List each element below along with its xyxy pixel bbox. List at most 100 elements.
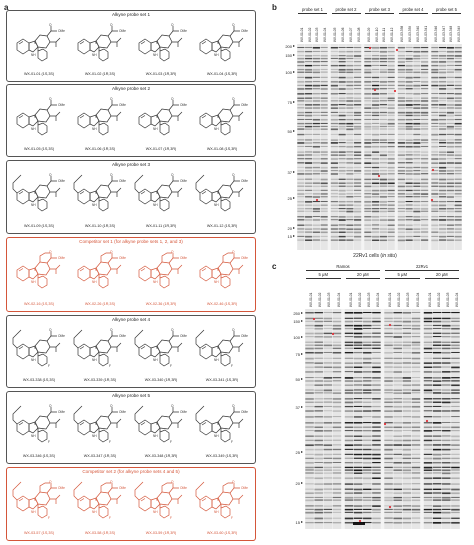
gel-band	[312, 111, 320, 113]
gel-band	[372, 142, 380, 144]
gel-band	[323, 462, 333, 464]
gel-band	[405, 151, 413, 153]
gel-band	[387, 84, 395, 86]
gel-band	[354, 145, 362, 148]
compound-label: WX-01-12 (1S,3R)	[206, 224, 238, 228]
gel-band	[454, 93, 462, 95]
gel-band	[384, 312, 393, 314]
gel-band	[421, 145, 429, 148]
probe-set-bracket	[432, 13, 461, 14]
mw-marker-label: 37	[295, 404, 300, 410]
marker-star	[430, 198, 434, 202]
gel-band	[312, 193, 320, 195]
gel-band	[305, 416, 314, 418]
gel-band	[402, 371, 412, 373]
gel-band	[372, 145, 380, 148]
lane-label: WX-01-01	[388, 292, 393, 307]
gel-band	[421, 111, 429, 114]
gel-band	[439, 100, 447, 102]
gel-band	[387, 93, 395, 95]
gel-band	[379, 61, 387, 63]
gel-band	[372, 133, 380, 136]
gel-band	[354, 61, 362, 63]
gel-band	[439, 55, 447, 57]
gel-band	[346, 84, 354, 87]
gel-band	[432, 448, 442, 451]
f-label: F	[48, 440, 50, 444]
gel-band	[451, 405, 460, 407]
gel-band	[413, 208, 421, 210]
gel-band	[402, 483, 412, 485]
gel-band	[323, 477, 333, 479]
gel-band	[354, 84, 362, 86]
gel-band	[454, 107, 462, 109]
gel-band	[354, 93, 362, 95]
gel-band	[297, 93, 305, 95]
concentration-label: 20 μM	[356, 272, 369, 277]
gel-band	[320, 228, 328, 230]
gel-band	[423, 351, 433, 353]
gel-band	[393, 472, 402, 474]
gel-band	[354, 182, 362, 184]
compound-label: WX-01-04 (1S,3R)	[206, 72, 238, 76]
o-label: O	[171, 173, 174, 177]
gel-band	[314, 410, 323, 412]
gel-band	[305, 505, 314, 507]
gel-band	[346, 228, 354, 231]
mw-marker-label: 75	[287, 99, 292, 105]
gel-band	[405, 57, 413, 60]
gel-band	[421, 189, 429, 191]
gel-band	[411, 430, 421, 432]
gel-band	[432, 405, 442, 407]
gel-band	[442, 499, 451, 501]
lane-label: WX-03-339	[408, 25, 413, 42]
gel-band	[454, 185, 462, 188]
gel-band	[320, 235, 328, 237]
gel-band	[393, 499, 402, 501]
gel-band	[332, 405, 342, 408]
gel-band	[411, 366, 421, 368]
gel-band	[439, 139, 447, 142]
n-label: N	[156, 191, 159, 195]
mw-marker-arrow	[293, 234, 295, 237]
gel-band	[323, 469, 333, 471]
gel-band	[305, 472, 314, 474]
gel-band	[413, 81, 421, 83]
gel-band	[363, 439, 372, 441]
gel-band	[314, 521, 323, 524]
f-label: F	[231, 516, 233, 520]
gel-band	[387, 224, 395, 227]
gel-band	[305, 193, 313, 195]
probe-set-box: Alkyne probe set 5 OMe NH N O F WX-03-346 (1S,…	[6, 391, 256, 464]
gel-band	[372, 472, 381, 474]
lane-label: WX-01-01	[427, 292, 432, 307]
gel-band	[312, 139, 320, 141]
gel-band	[451, 324, 460, 327]
gel-band	[442, 511, 451, 514]
gel-band	[432, 469, 442, 471]
gel-band	[338, 68, 346, 71]
gel-band	[405, 208, 413, 210]
gel-band	[312, 88, 320, 90]
gel-band	[402, 389, 412, 391]
gel-band	[451, 344, 460, 347]
gel-band	[297, 100, 305, 102]
gel-band	[372, 466, 381, 468]
gel-band	[432, 483, 442, 485]
n-label: N	[217, 41, 220, 45]
gel-band	[402, 327, 412, 330]
gel-band	[364, 185, 372, 188]
gel-band	[372, 139, 380, 141]
gel-band	[330, 125, 338, 128]
gel-band	[320, 125, 328, 127]
gel-band	[423, 505, 433, 507]
gel-band	[439, 133, 447, 136]
gel-band	[372, 435, 381, 437]
gel-band	[305, 430, 314, 432]
gel-band	[297, 88, 305, 90]
gel-band	[320, 71, 328, 73]
gel-band	[413, 55, 421, 57]
nh-label: NH	[153, 358, 158, 362]
gel-band	[411, 472, 421, 474]
